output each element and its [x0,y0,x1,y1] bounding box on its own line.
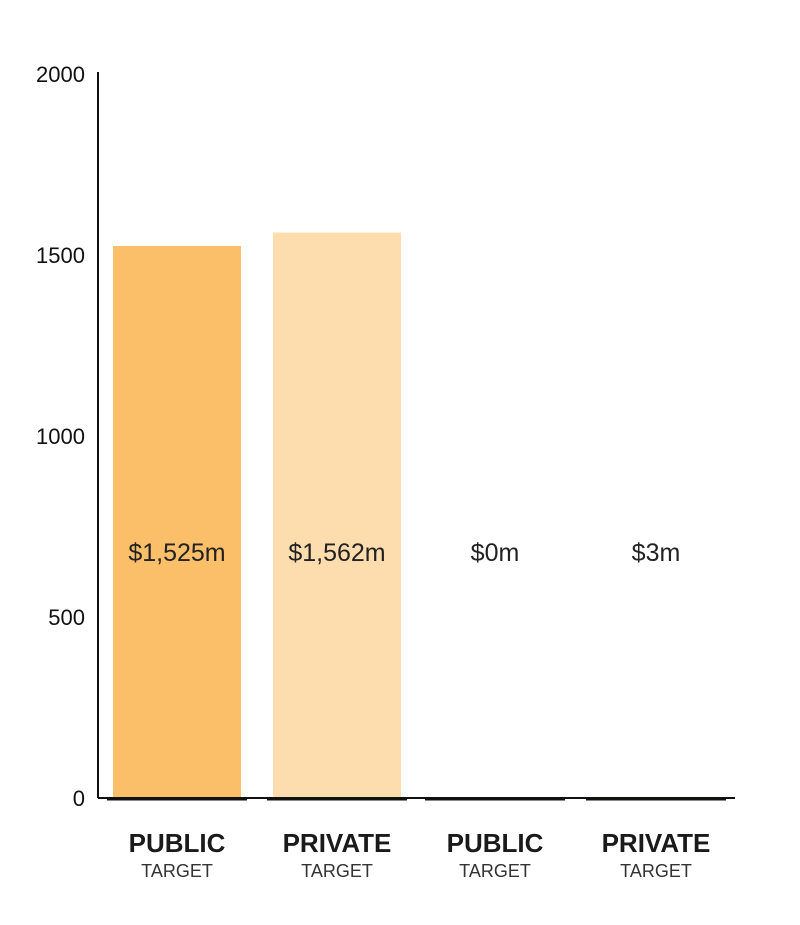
bars [113,232,720,798]
y-tick-label: 0 [73,786,85,811]
data-label: $1,525m [128,539,225,567]
y-tick-label: 1000 [36,424,85,449]
y-tick-label: 500 [48,605,85,630]
category-label: PUBLIC [447,828,544,858]
data-label: $0m [471,539,520,567]
category-sublabel: TARGET [141,861,213,881]
bar [273,232,401,798]
category-label: PRIVATE [283,828,392,858]
bar [113,245,241,798]
y-tick-label: 2000 [36,62,85,87]
category-sublabel: TARGET [620,861,692,881]
y-axis-ticks: 0 500 1000 1500 2000 [36,62,85,811]
category-label: PRIVATE [602,828,711,858]
category-label: PUBLIC [129,828,226,858]
data-label: $1,562m [288,539,385,567]
category-labels: PUBLIC TARGET PRIVATE TARGET PUBLIC TARGET PRI… [129,828,711,881]
data-labels: $1,525m $1,562m $0m $3m [128,539,680,567]
category-sublabel: TARGET [459,861,531,881]
category-sublabel: TARGET [301,861,373,881]
data-label: $3m [632,539,681,567]
y-tick-label: 1500 [36,243,85,268]
